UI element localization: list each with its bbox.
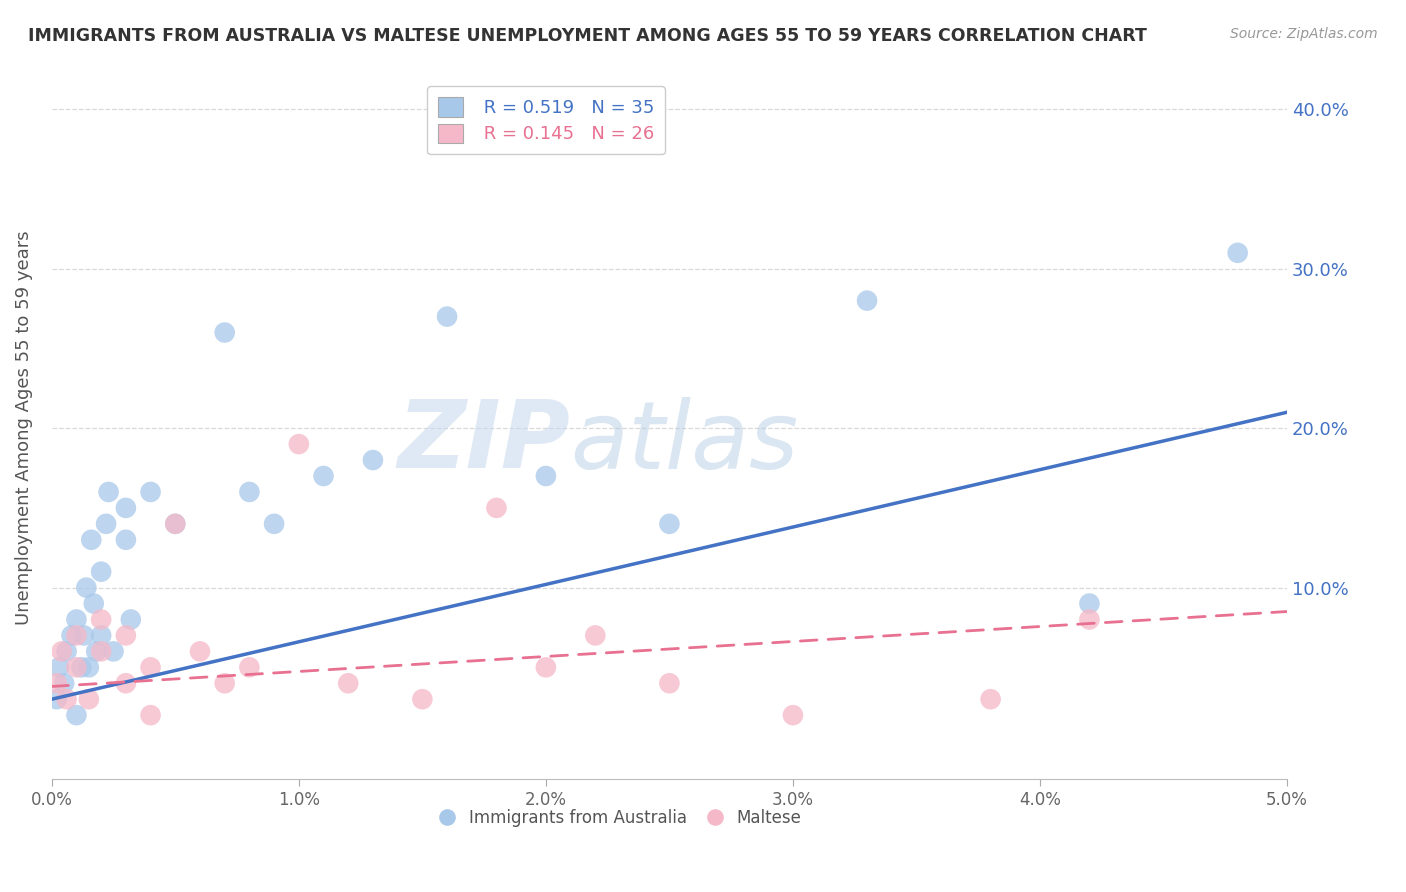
- Point: [980, 692, 1002, 706]
- Point: [658, 676, 681, 690]
- Point: [188, 644, 211, 658]
- Point: [90, 644, 112, 658]
- Point: [115, 500, 138, 515]
- Point: [263, 516, 285, 531]
- Point: [84, 644, 107, 658]
- Point: [53, 676, 76, 690]
- Point: [103, 644, 125, 658]
- Point: [55, 692, 77, 706]
- Point: [1078, 612, 1101, 626]
- Point: [1078, 597, 1101, 611]
- Point: [90, 612, 112, 626]
- Point: [65, 708, 87, 723]
- Point: [165, 516, 187, 531]
- Point: [90, 565, 112, 579]
- Point: [782, 708, 804, 723]
- Point: [238, 485, 260, 500]
- Point: [312, 469, 335, 483]
- Point: [115, 533, 138, 547]
- Point: [238, 660, 260, 674]
- Point: [45, 692, 67, 706]
- Point: [288, 437, 311, 451]
- Text: Source: ZipAtlas.com: Source: ZipAtlas.com: [1230, 27, 1378, 41]
- Point: [534, 660, 557, 674]
- Point: [139, 708, 162, 723]
- Point: [65, 612, 87, 626]
- Point: [856, 293, 879, 308]
- Point: [75, 581, 97, 595]
- Point: [214, 326, 236, 340]
- Point: [583, 628, 606, 642]
- Point: [658, 516, 681, 531]
- Point: [45, 676, 67, 690]
- Point: [90, 628, 112, 642]
- Point: [65, 660, 87, 674]
- Point: [1226, 245, 1249, 260]
- Point: [139, 660, 162, 674]
- Point: [115, 628, 138, 642]
- Point: [139, 485, 162, 500]
- Legend: Immigrants from Australia, Maltese: Immigrants from Australia, Maltese: [432, 803, 808, 834]
- Point: [120, 612, 142, 626]
- Point: [97, 485, 120, 500]
- Y-axis label: Unemployment Among Ages 55 to 59 years: Unemployment Among Ages 55 to 59 years: [15, 231, 32, 625]
- Point: [77, 660, 100, 674]
- Point: [51, 644, 73, 658]
- Point: [214, 676, 236, 690]
- Text: atlas: atlas: [571, 397, 799, 488]
- Point: [55, 644, 77, 658]
- Point: [94, 516, 117, 531]
- Point: [361, 453, 384, 467]
- Point: [485, 500, 508, 515]
- Point: [48, 660, 70, 674]
- Text: IMMIGRANTS FROM AUSTRALIA VS MALTESE UNEMPLOYMENT AMONG AGES 55 TO 59 YEARS CORR: IMMIGRANTS FROM AUSTRALIA VS MALTESE UNE…: [28, 27, 1147, 45]
- Point: [83, 597, 105, 611]
- Point: [73, 628, 96, 642]
- Point: [70, 660, 93, 674]
- Point: [80, 533, 103, 547]
- Text: ZIP: ZIP: [398, 396, 571, 488]
- Point: [77, 692, 100, 706]
- Point: [65, 628, 87, 642]
- Point: [60, 628, 83, 642]
- Point: [115, 676, 138, 690]
- Point: [411, 692, 433, 706]
- Point: [436, 310, 458, 324]
- Point: [165, 516, 187, 531]
- Point: [337, 676, 360, 690]
- Point: [534, 469, 557, 483]
